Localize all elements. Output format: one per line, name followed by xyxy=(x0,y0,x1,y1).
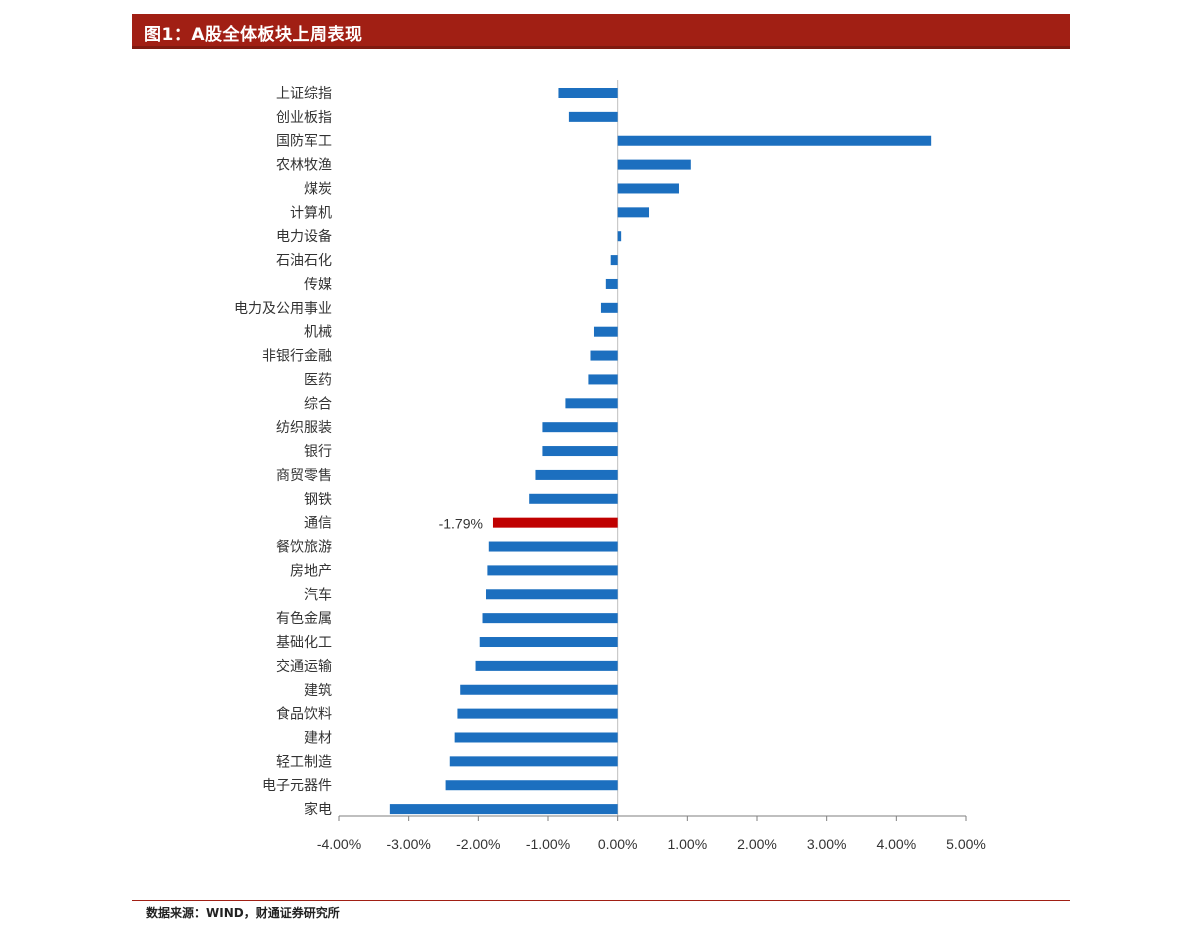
category-label: 餐饮旅游 xyxy=(276,540,332,556)
bar-chart: 上证综指创业板指国防军工农林牧渔煤炭计算机电力设备石油石化传媒电力及公用事业机械… xyxy=(234,80,986,852)
category-label: 国防军工 xyxy=(276,134,332,150)
bar xyxy=(617,231,622,242)
bar xyxy=(610,255,618,266)
bar xyxy=(482,613,618,624)
bar xyxy=(593,326,618,337)
category-label: 石油石化 xyxy=(276,253,332,269)
bar xyxy=(488,541,618,552)
category-label: 农林牧渔 xyxy=(276,158,332,174)
x-tick-label: 0.00% xyxy=(598,836,638,852)
x-tick-label: 4.00% xyxy=(876,836,916,852)
category-label: 食品饮料 xyxy=(276,706,332,723)
bar xyxy=(449,756,618,767)
title-bar: 图1：A股全体板块上周表现 xyxy=(132,14,1070,49)
category-label: 电力及公用事业 xyxy=(234,301,332,317)
category-label: 上证综指 xyxy=(276,86,332,102)
footer-divider xyxy=(132,900,1070,901)
category-label: 基础化工 xyxy=(276,634,332,651)
category-label: 有色金属 xyxy=(276,610,332,627)
bar xyxy=(529,493,618,504)
category-label: 煤炭 xyxy=(304,181,332,197)
category-label: 家电 xyxy=(304,801,332,818)
x-tick-label: 3.00% xyxy=(807,836,847,852)
chart-title: 图1：A股全体板块上周表现 xyxy=(144,25,363,45)
bar xyxy=(487,565,618,576)
category-label: 计算机 xyxy=(290,205,332,221)
x-tick-label: 1.00% xyxy=(667,836,707,852)
category-label: 电子元器件 xyxy=(262,778,332,794)
x-tick-label: 5.00% xyxy=(946,836,986,852)
bar xyxy=(492,517,618,528)
category-label: 汽车 xyxy=(304,586,332,603)
bar xyxy=(588,374,618,385)
category-label: 交通运输 xyxy=(276,658,332,675)
bar xyxy=(617,159,691,170)
x-tick-label: -1.00% xyxy=(526,836,570,852)
category-label: 医药 xyxy=(304,372,332,388)
bar xyxy=(542,422,618,433)
category-label: 房地产 xyxy=(290,563,332,579)
bar xyxy=(454,732,618,743)
bar xyxy=(558,88,618,98)
category-label: 商贸零售 xyxy=(276,468,332,484)
bar xyxy=(485,589,618,600)
bar xyxy=(460,684,618,695)
data-label: -1.79% xyxy=(439,516,483,532)
category-label: 建筑 xyxy=(304,683,332,699)
category-label: 轻工制造 xyxy=(276,754,332,770)
bar xyxy=(605,278,618,289)
data-source: 数据来源：WIND，财通证券研究所 xyxy=(146,906,340,920)
category-label: 综合 xyxy=(304,396,332,412)
bar xyxy=(590,350,618,361)
category-label: 通信 xyxy=(304,516,332,532)
x-tick-label: -2.00% xyxy=(456,836,500,852)
category-label: 机械 xyxy=(304,325,332,341)
bar xyxy=(479,637,618,648)
bar xyxy=(445,780,618,791)
x-tick-label: 2.00% xyxy=(737,836,777,852)
category-label: 银行 xyxy=(304,444,332,460)
category-label: 创业板指 xyxy=(276,110,332,126)
x-tick-label: -3.00% xyxy=(386,836,430,852)
bar xyxy=(568,111,618,122)
category-label: 电力设备 xyxy=(276,228,332,245)
category-label: 非银行金融 xyxy=(262,349,332,365)
category-label: 传媒 xyxy=(304,277,332,293)
category-label: 建材 xyxy=(304,730,332,746)
bar xyxy=(617,135,932,146)
bar xyxy=(617,183,679,194)
bar xyxy=(565,398,618,409)
bar xyxy=(600,302,618,313)
category-label: 纺织服装 xyxy=(276,420,332,436)
category-label: 钢铁 xyxy=(304,492,332,508)
bar xyxy=(617,207,650,218)
bar xyxy=(535,469,618,480)
bar xyxy=(457,708,618,719)
bar xyxy=(389,804,618,815)
bar xyxy=(542,446,618,457)
x-tick-label: -4.00% xyxy=(317,836,361,852)
bar xyxy=(475,660,618,671)
